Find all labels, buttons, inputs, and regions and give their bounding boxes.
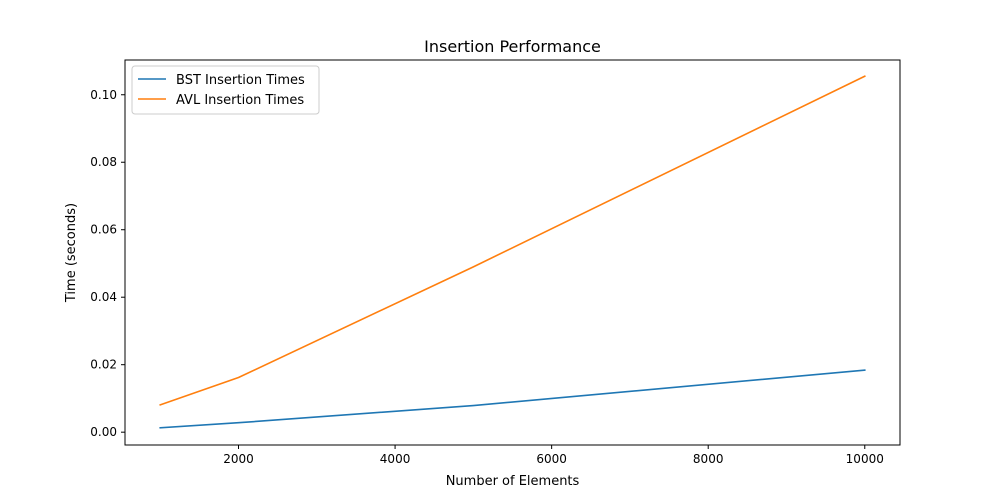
y-tick-label: 0.08 bbox=[90, 155, 117, 169]
plot-frame bbox=[124, 59, 901, 446]
avl-series-line bbox=[159, 75, 866, 406]
x-axis-label: Number of Elements bbox=[446, 474, 580, 489]
bst-series-line bbox=[159, 369, 866, 429]
y-tick-label: 0.04 bbox=[90, 290, 117, 304]
y-tick-label: 0.00 bbox=[90, 425, 117, 439]
plot-background bbox=[125, 60, 900, 445]
chart-title: Insertion Performance bbox=[424, 37, 601, 56]
legend-box bbox=[131, 65, 320, 115]
legend-label-bst: BST Insertion Times bbox=[176, 73, 305, 88]
y-axis-ticks: 0.00 0.02 0.04 0.06 0.08 0.10 bbox=[90, 88, 125, 439]
x-tick-label: 2000 bbox=[223, 452, 254, 466]
x-tick-label: 10000 bbox=[846, 452, 884, 466]
x-tick-label: 8000 bbox=[693, 452, 724, 466]
legend: BST Insertion Times AVL Insertion Times bbox=[131, 65, 320, 115]
legend-label-avl: AVL Insertion Times bbox=[176, 93, 304, 108]
y-tick-label: 0.06 bbox=[90, 223, 117, 237]
x-tick-label: 6000 bbox=[536, 452, 567, 466]
x-tick-label: 4000 bbox=[380, 452, 411, 466]
series-layer bbox=[159, 75, 866, 429]
y-tick-label: 0.02 bbox=[90, 358, 117, 372]
x-axis-ticks: 2000 4000 6000 8000 10000 bbox=[223, 445, 884, 466]
y-axis-label: Time (seconds) bbox=[64, 203, 79, 303]
y-tick-label: 0.10 bbox=[90, 88, 117, 102]
